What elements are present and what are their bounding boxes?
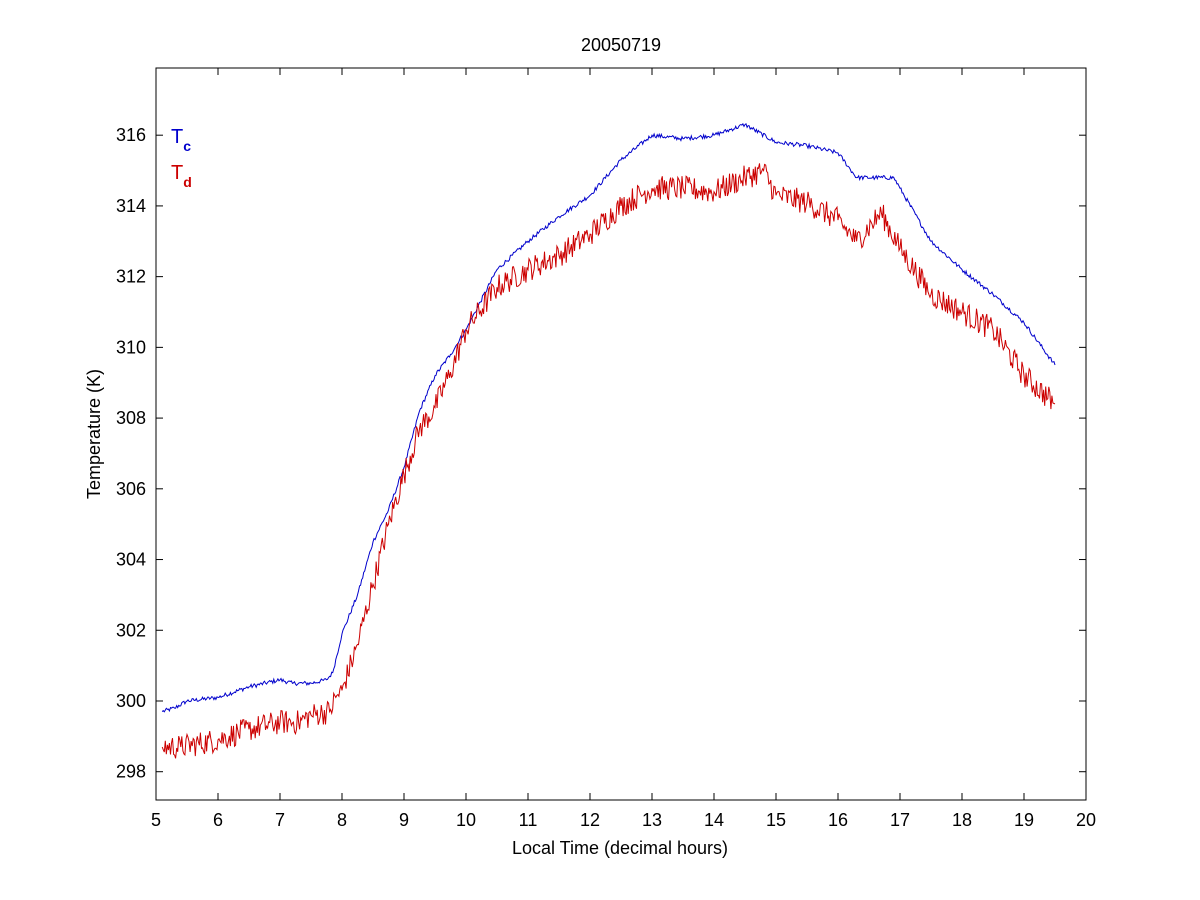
- y-tick-label: 312: [116, 267, 146, 287]
- y-tick-label: 316: [116, 125, 146, 145]
- y-axis-title: Temperature (K): [84, 369, 104, 499]
- x-tick-label: 17: [890, 810, 910, 830]
- legend-entry-Td: Td: [171, 162, 192, 190]
- x-tick-label: 16: [828, 810, 848, 830]
- y-tick-label: 308: [116, 408, 146, 428]
- series-line-Tc: [161, 122, 1056, 713]
- x-tick-label: 6: [213, 810, 223, 830]
- series-line-Td: [161, 163, 1056, 759]
- legend-entry-Tc: Tc: [171, 126, 191, 154]
- y-tick-label: 300: [116, 691, 146, 711]
- x-tick-label: 18: [952, 810, 972, 830]
- x-tick-label: 14: [704, 810, 724, 830]
- series-layer: [161, 122, 1056, 759]
- x-tick-label: 8: [337, 810, 347, 830]
- y-tick-label: 302: [116, 620, 146, 640]
- y-tick-label: 304: [116, 550, 146, 570]
- x-tick-label: 15: [766, 810, 786, 830]
- x-tick-label: 10: [456, 810, 476, 830]
- legend: Tc Td: [171, 126, 192, 190]
- x-tick-label: 20: [1076, 810, 1096, 830]
- y-tick-label: 306: [116, 479, 146, 499]
- x-tick-label: 13: [642, 810, 662, 830]
- x-tick-label: 12: [580, 810, 600, 830]
- x-tick-label: 7: [275, 810, 285, 830]
- x-axis-title: Local Time (decimal hours): [512, 838, 728, 858]
- ticks-layer: 5 6 7 8 9 10 11 12 13 14 15 16 17 18 19 20 298 300 302 304 3…: [116, 68, 1096, 830]
- plot-area: [155, 67, 1087, 801]
- x-tick-label: 5: [151, 810, 161, 830]
- y-tick-label: 314: [116, 196, 146, 216]
- chart-title: 20050719: [581, 35, 661, 55]
- x-tick-label: 11: [519, 810, 538, 830]
- x-tick-label: 19: [1014, 810, 1034, 830]
- y-tick-label: 298: [116, 762, 146, 782]
- x-tick-label: 9: [399, 810, 409, 830]
- y-tick-label: 310: [116, 337, 146, 357]
